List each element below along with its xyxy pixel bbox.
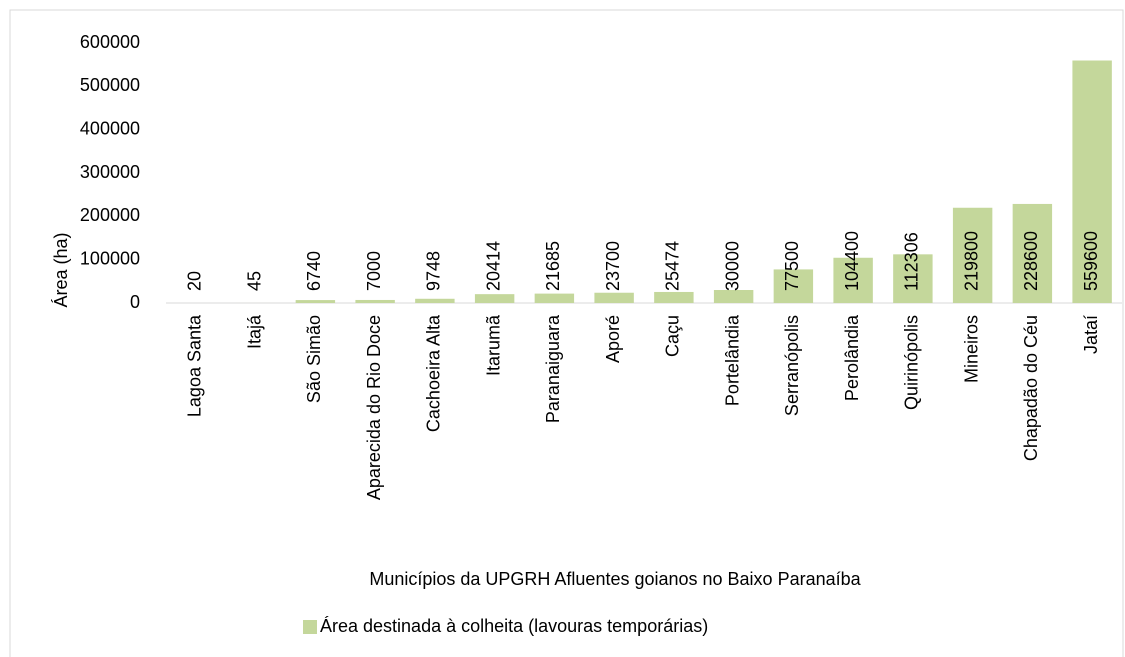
y-tick-label: 200000 [80,205,140,225]
data-label: 20 [185,271,205,291]
x-tick-label: Chapadão do Céu [1021,315,1041,461]
y-tick-label: 400000 [80,118,140,138]
bar [594,292,634,303]
bar [415,298,455,303]
data-label: 559600 [1081,231,1101,291]
x-tick-label: Paranaiguara [543,314,563,423]
bar [295,300,336,303]
x-tick-label: Cachoeira Alta [424,314,444,432]
bar [1072,60,1112,303]
x-tick-label: Portelândia [722,314,742,406]
bar [355,299,395,303]
x-tick-label: Serranópolis [782,315,802,416]
data-label: 45 [244,271,264,291]
data-label: 7000 [364,251,384,291]
bar [833,257,873,303]
data-label: 112306 [902,232,922,291]
x-tick-label: Aporé [603,315,623,363]
bar [893,254,933,303]
data-label: 77500 [782,241,802,291]
bar [474,294,515,303]
data-label: 228600 [1021,231,1041,291]
data-label: 20414 [483,241,503,291]
x-tick-label: Quirinópolis [902,315,922,410]
legend-label: Área destinada à colheita (lavouras temp… [320,616,708,636]
x-tick-label: Perolândia [842,314,862,401]
x-tick-label: Caçu [663,315,683,357]
x-tick-label: São Simão [304,315,324,403]
x-tick-label: Itarumã [483,314,503,376]
x-axis-title: Municípios da UPGRH Afluentes goianos no… [369,569,861,589]
legend-swatch [303,620,317,634]
x-tick-label: Jataí [1081,315,1101,354]
bar [952,207,993,303]
bar [1012,203,1053,303]
x-tick-label: Mineiros [961,315,981,383]
data-label: 30000 [722,241,742,291]
y-tick-label: 0 [130,292,140,312]
y-tick-label: 600000 [80,32,140,52]
y-tick-label: 100000 [80,248,140,268]
data-label: 23700 [603,241,623,291]
chart-frame [9,9,1124,657]
x-tick-label: Aparecida do Rio Doce [364,315,384,500]
bar [773,269,814,303]
data-label: 104400 [842,231,862,291]
data-label: 21685 [543,241,563,291]
data-label: 219800 [961,231,981,291]
x-tick-label: Itajá [244,314,264,349]
data-label: 9748 [424,251,444,291]
y-tick-label: 500000 [80,75,140,95]
data-label: 25474 [663,241,683,291]
bar [654,291,694,303]
data-label: 6740 [304,251,324,291]
y-tick-label: 300000 [80,162,140,182]
y-axis-title: Área (ha) [51,232,71,307]
bar [713,290,754,303]
x-tick-label: Lagoa Santa [185,314,205,417]
bar [534,293,575,303]
